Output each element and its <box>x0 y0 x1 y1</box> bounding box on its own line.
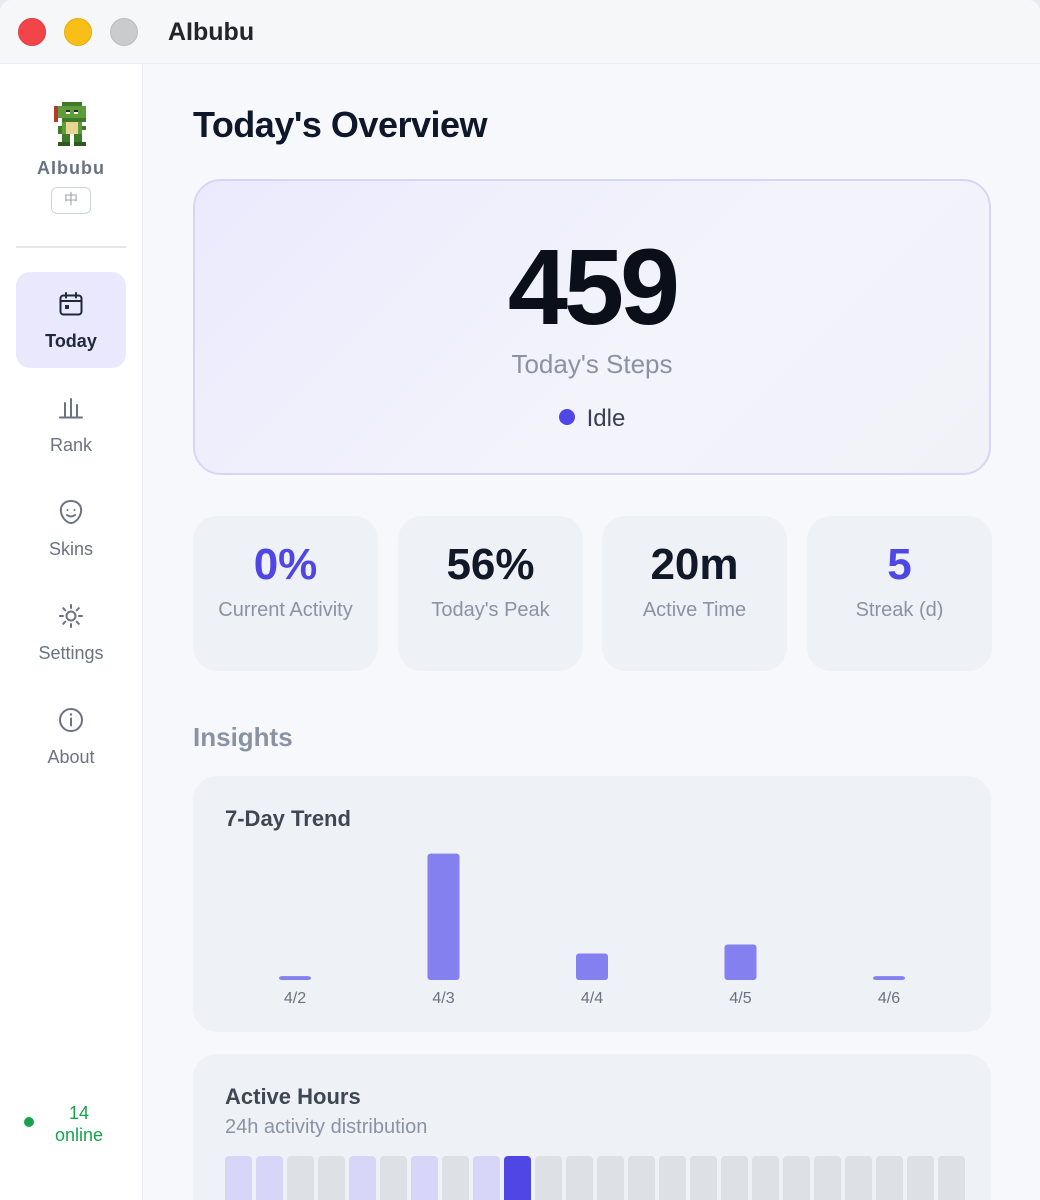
hour-cell <box>659 1156 686 1200</box>
hour-grid <box>225 1156 965 1200</box>
stat-value: 20m <box>650 540 739 589</box>
hour-cell <box>411 1156 438 1200</box>
hour-cell <box>318 1156 345 1200</box>
sidebar-item-label: About <box>47 747 95 767</box>
sidebar: AIbubu 中 Today Rank <box>0 64 143 1200</box>
online-count: 14 online <box>46 1102 112 1146</box>
hour-cell <box>845 1156 872 1200</box>
stat-value: 0% <box>253 540 318 589</box>
sidebar-item-label: Skins <box>48 539 93 559</box>
active-hours-subtitle: 24h activity distribution <box>225 1116 428 1138</box>
hour-cell <box>690 1156 717 1200</box>
trend-tick-label: 4/3 <box>432 990 454 1007</box>
stat-card-current-activity: 0% Current Activity <box>193 516 378 671</box>
hour-cell <box>225 1156 252 1200</box>
stat-label: Streak (d) <box>855 599 944 621</box>
trend-tick-label: 4/4 <box>581 990 603 1007</box>
hour-cell <box>380 1156 407 1200</box>
hour-cell <box>349 1156 376 1200</box>
calendar-icon <box>59 292 83 316</box>
steps-hero-card: 459 Today's Steps Idle <box>193 179 991 475</box>
sidebar-item-label: Today <box>45 331 97 351</box>
trend-title: 7-Day Trend <box>225 806 351 831</box>
online-indicator-dot <box>24 1117 34 1127</box>
language-toggle-button[interactable]: 中 <box>51 187 91 214</box>
trend-bar-4-2 <box>279 976 311 980</box>
active-hours-title: Active Hours <box>225 1084 361 1109</box>
trend-tick-label: 4/5 <box>729 990 751 1007</box>
trend-tick-label: 4/2 <box>284 990 306 1007</box>
active-hours-card: Active Hours 24h activity distribution <box>193 1054 991 1200</box>
trend-bar-4-6 <box>873 976 905 980</box>
online-count-number: 14 <box>68 1103 90 1123</box>
window-title: AIbubu <box>168 18 255 46</box>
hour-cell <box>256 1156 283 1200</box>
stat-card-active-time: 20m Active Time <box>602 516 787 671</box>
hour-cell <box>566 1156 593 1200</box>
hour-cell <box>876 1156 903 1200</box>
sidebar-item-skins[interactable]: Skins <box>16 480 126 576</box>
maximize-window-button[interactable] <box>110 18 138 46</box>
hour-cell <box>752 1156 779 1200</box>
trend-bar-4-5 <box>724 944 757 980</box>
status-dot <box>558 409 575 425</box>
insights-heading: Insights <box>193 722 293 752</box>
stat-value: 56% <box>446 540 535 589</box>
trend-bar-chart: 4/2 4/3 4/4 4/5 4/6 <box>279 853 905 1007</box>
hour-cell <box>907 1156 934 1200</box>
page-title: Today's Overview <box>193 104 488 145</box>
close-window-button[interactable] <box>18 18 46 46</box>
stat-card-streak: 5 Streak (d) <box>807 516 992 671</box>
status-text: Idle <box>586 405 626 432</box>
hour-cell <box>504 1156 531 1200</box>
stat-card-todays-peak: 56% Today's Peak <box>398 516 583 671</box>
sidebar-item-rank[interactable]: Rank <box>16 376 126 472</box>
stat-label: Active Time <box>642 599 747 621</box>
trend-bar-4-3 <box>427 853 460 980</box>
stat-label: Today's Peak <box>431 599 550 621</box>
gear-icon <box>59 604 83 628</box>
smiley-face-icon <box>59 499 83 525</box>
steps-count: 459 <box>507 226 680 347</box>
main-content: Today's Overview 459 Today's Steps Idle … <box>144 64 1040 1200</box>
online-count-label: online <box>54 1125 104 1145</box>
hour-cell <box>442 1156 469 1200</box>
sidebar-item-settings[interactable]: Settings <box>16 584 126 680</box>
info-icon <box>59 708 83 732</box>
bar-chart-icon <box>59 398 83 419</box>
pixel-dinosaur-icon <box>54 102 86 146</box>
hour-cell <box>473 1156 500 1200</box>
activity-status: Idle <box>195 405 989 433</box>
hour-cell <box>287 1156 314 1200</box>
sidebar-item-about[interactable]: About <box>16 688 126 784</box>
minimize-window-button[interactable] <box>64 18 92 46</box>
hour-cell <box>783 1156 810 1200</box>
trend-card: 7-Day Trend 4/2 4/3 4/4 4/5 4/6 <box>193 776 991 1032</box>
hour-cell <box>535 1156 562 1200</box>
trend-tick-label: 4/6 <box>878 990 900 1007</box>
sidebar-divider <box>16 246 126 248</box>
trend-bar-4-4 <box>576 953 608 980</box>
hour-cell <box>814 1156 841 1200</box>
hour-cell <box>628 1156 655 1200</box>
hour-cell <box>938 1156 965 1200</box>
hour-cell <box>721 1156 748 1200</box>
online-status: 14 online <box>0 1100 142 1150</box>
sidebar-item-today[interactable]: Today <box>16 272 126 368</box>
stat-label: Current Activity <box>218 599 353 621</box>
title-bar: AIbubu <box>0 0 1040 64</box>
brand-name: AIbubu <box>37 158 105 178</box>
hour-cell <box>597 1156 624 1200</box>
sidebar-item-label: Rank <box>49 435 93 455</box>
steps-label: Today's Steps <box>511 349 673 379</box>
stat-value: 5 <box>887 540 912 589</box>
sidebar-item-label: Settings <box>38 643 104 663</box>
